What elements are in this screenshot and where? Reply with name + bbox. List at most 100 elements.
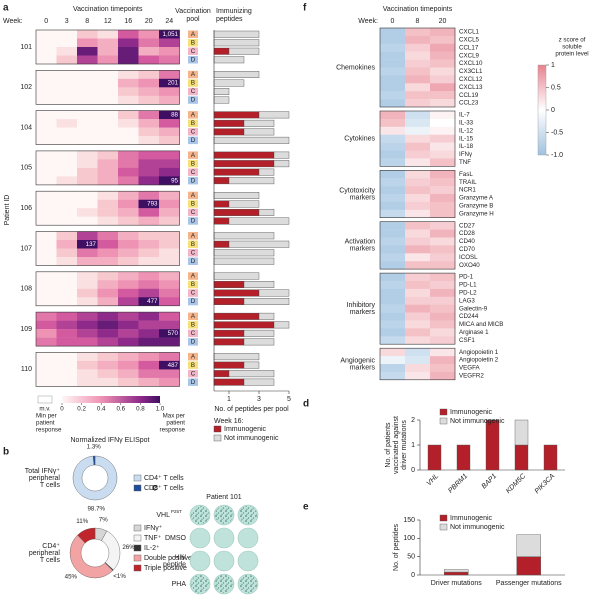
bar bbox=[516, 534, 541, 557]
label: response bbox=[36, 427, 62, 434]
heat-cell bbox=[97, 47, 119, 56]
heat-cell bbox=[159, 280, 180, 289]
x-tick-label: 24 bbox=[165, 18, 173, 25]
heat-cell bbox=[138, 159, 160, 169]
bar bbox=[213, 312, 260, 320]
bar bbox=[243, 298, 290, 305]
bar bbox=[258, 168, 275, 176]
legend-label: Immunogenic bbox=[224, 426, 267, 433]
heat-cell bbox=[138, 30, 160, 39]
heat-cell bbox=[97, 191, 119, 200]
heat-cell bbox=[430, 281, 456, 290]
heat-cell bbox=[56, 369, 78, 379]
heat-cell bbox=[97, 30, 119, 39]
pool-letter: C bbox=[191, 330, 196, 337]
label: Inhibitory bbox=[347, 302, 376, 309]
heat-cell bbox=[56, 288, 78, 298]
bar bbox=[258, 111, 290, 119]
pool-box bbox=[188, 39, 198, 47]
well bbox=[189, 527, 211, 549]
heat-cell bbox=[138, 297, 160, 306]
heat-cell bbox=[380, 348, 406, 357]
heat-cell bbox=[77, 231, 98, 241]
bar bbox=[213, 111, 260, 119]
x-tick-label: 8 bbox=[85, 18, 89, 25]
heat-cell bbox=[138, 127, 160, 137]
heat-cell bbox=[77, 119, 98, 128]
legend-swatch bbox=[213, 434, 222, 442]
heat-cell bbox=[138, 329, 160, 338]
heat-cell bbox=[405, 336, 431, 345]
tick-label: 100 bbox=[403, 535, 415, 542]
pool-letter: B bbox=[191, 120, 195, 127]
heat-cell bbox=[405, 51, 431, 60]
tick-label: 1 bbox=[411, 442, 415, 449]
heat-cell bbox=[56, 257, 78, 266]
tick-label: 1.0 bbox=[156, 406, 165, 413]
heat-cell bbox=[159, 119, 180, 128]
pool-letter: A bbox=[191, 31, 196, 38]
heat-cell bbox=[36, 288, 57, 298]
heat-cell bbox=[97, 167, 119, 177]
heat-cell bbox=[430, 51, 456, 60]
heat-cell bbox=[118, 199, 139, 209]
bar bbox=[228, 200, 260, 208]
heat-cell bbox=[118, 176, 139, 186]
heat-cell bbox=[380, 67, 406, 76]
max-label: 477 bbox=[147, 298, 158, 305]
block-border bbox=[35, 29, 180, 65]
heat-cell bbox=[97, 87, 119, 96]
pool-box bbox=[188, 272, 198, 280]
patient-id: 101 bbox=[20, 44, 32, 51]
heat-cell bbox=[380, 99, 406, 108]
row-label: Angiopoietin 1 bbox=[459, 349, 499, 356]
heat-cell bbox=[56, 240, 78, 249]
heat-cell bbox=[430, 221, 456, 230]
label: Vaccination bbox=[175, 8, 211, 15]
bar bbox=[444, 571, 469, 576]
heat-cell bbox=[118, 320, 139, 330]
pool-letter: A bbox=[191, 71, 196, 78]
heat-cell bbox=[405, 261, 431, 270]
legend-swatch bbox=[439, 408, 448, 416]
heat-cell bbox=[56, 199, 78, 209]
heat-cell bbox=[138, 271, 160, 281]
row-label: Granzyme B bbox=[459, 202, 493, 209]
heat-cell bbox=[430, 364, 456, 373]
legend-label: IFNγ⁺ bbox=[144, 525, 163, 532]
bar bbox=[213, 298, 245, 305]
heat-cell bbox=[36, 240, 57, 249]
pool-letter: B bbox=[191, 241, 195, 248]
legend-swatch bbox=[133, 524, 142, 532]
heat-cell bbox=[430, 245, 456, 254]
heat-cell bbox=[138, 191, 160, 200]
heat-cell bbox=[430, 170, 456, 179]
pool-box bbox=[188, 47, 198, 55]
row-label: CCL17 bbox=[459, 44, 479, 51]
row-label: Galectin-9 bbox=[459, 305, 488, 312]
heat-cell bbox=[138, 70, 160, 79]
heat-cell bbox=[97, 297, 119, 306]
heat-cell bbox=[36, 199, 57, 209]
heat-cell bbox=[56, 119, 78, 128]
heat-cell bbox=[118, 78, 139, 88]
panel-label: b bbox=[3, 447, 9, 458]
heat-cell bbox=[380, 35, 406, 44]
bar bbox=[213, 39, 260, 47]
value-label: <1% bbox=[113, 573, 126, 580]
heat-cell bbox=[405, 186, 431, 195]
pool-letter: D bbox=[191, 56, 196, 63]
bar bbox=[213, 119, 245, 127]
heat-cell bbox=[405, 348, 431, 357]
heat-cell bbox=[36, 377, 57, 387]
heat-cell bbox=[36, 78, 57, 88]
label: Max per bbox=[163, 413, 185, 420]
pool-letter: A bbox=[191, 111, 196, 118]
heat-cell bbox=[430, 75, 456, 84]
heat-cell bbox=[138, 337, 160, 347]
heat-cell bbox=[77, 329, 98, 338]
heat-cell bbox=[56, 38, 78, 48]
heat-cell bbox=[118, 167, 139, 177]
heat-cell bbox=[118, 352, 139, 362]
heat-cell bbox=[430, 304, 456, 313]
